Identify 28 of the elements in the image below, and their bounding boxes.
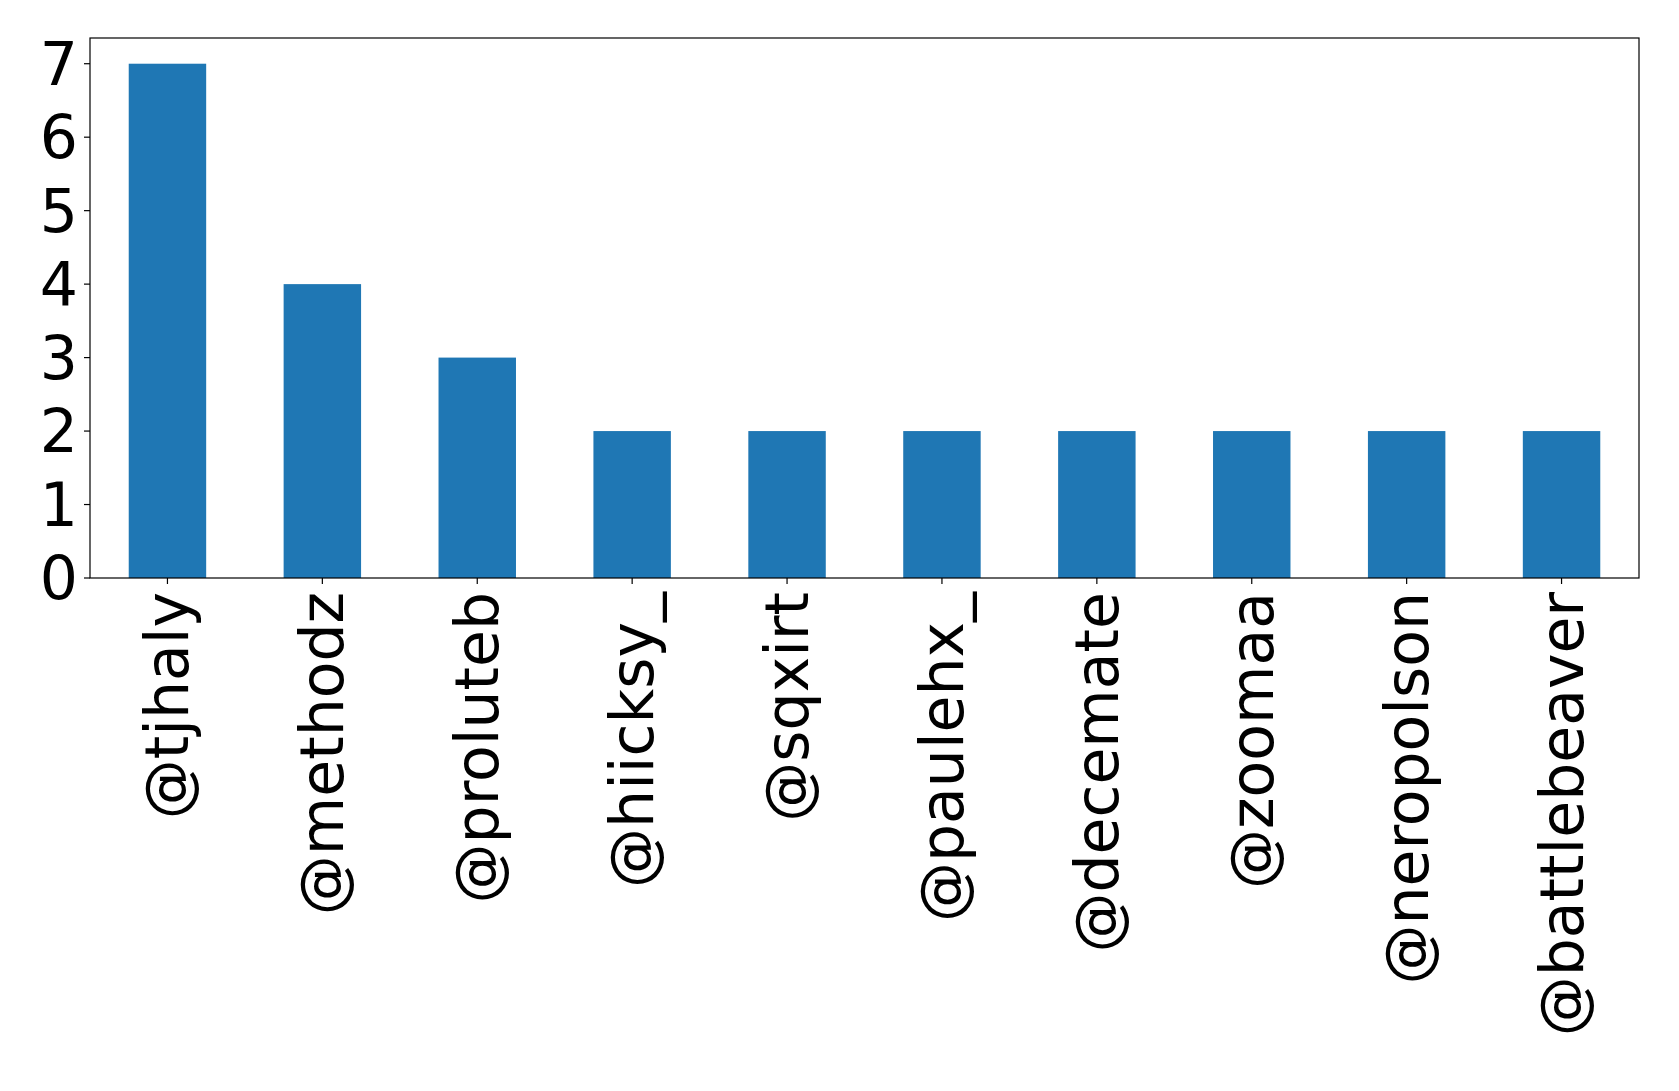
bar [903,431,981,578]
y-tick-label: 5 [39,175,78,246]
x-tick-label: @sqxirt [752,592,823,822]
y-tick-label: 4 [39,249,78,320]
bar [1058,431,1136,578]
y-tick-label: 0 [39,543,78,613]
x-tick-label: @zoomaa [1216,592,1287,889]
bar [1522,431,1601,578]
x-tick-label: @paulehx_ [906,591,977,922]
bar [1213,431,1291,578]
y-tick-label: 7 [39,28,78,99]
x-tick-label: @proluteb [442,592,513,904]
x-tick-label: @neropolson [1371,592,1442,985]
bar [438,357,516,578]
x-tick-label: @battlebeaver [1526,591,1597,1037]
bar [593,431,671,578]
y-tick-label: 3 [39,322,78,393]
y-tick-label: 2 [39,396,78,467]
y-tick-label: 6 [39,102,78,173]
bar [128,63,207,578]
bar [1367,431,1446,578]
x-tick-label: @tjhaly [132,592,203,820]
x-tick-label: @methodz [287,592,358,916]
x-tick-label: @decemate [1061,592,1132,953]
bar [748,431,826,578]
x-tick-label: @hiicksy_ [597,591,668,888]
y-tick-label: 1 [39,469,78,540]
bar [283,284,362,578]
